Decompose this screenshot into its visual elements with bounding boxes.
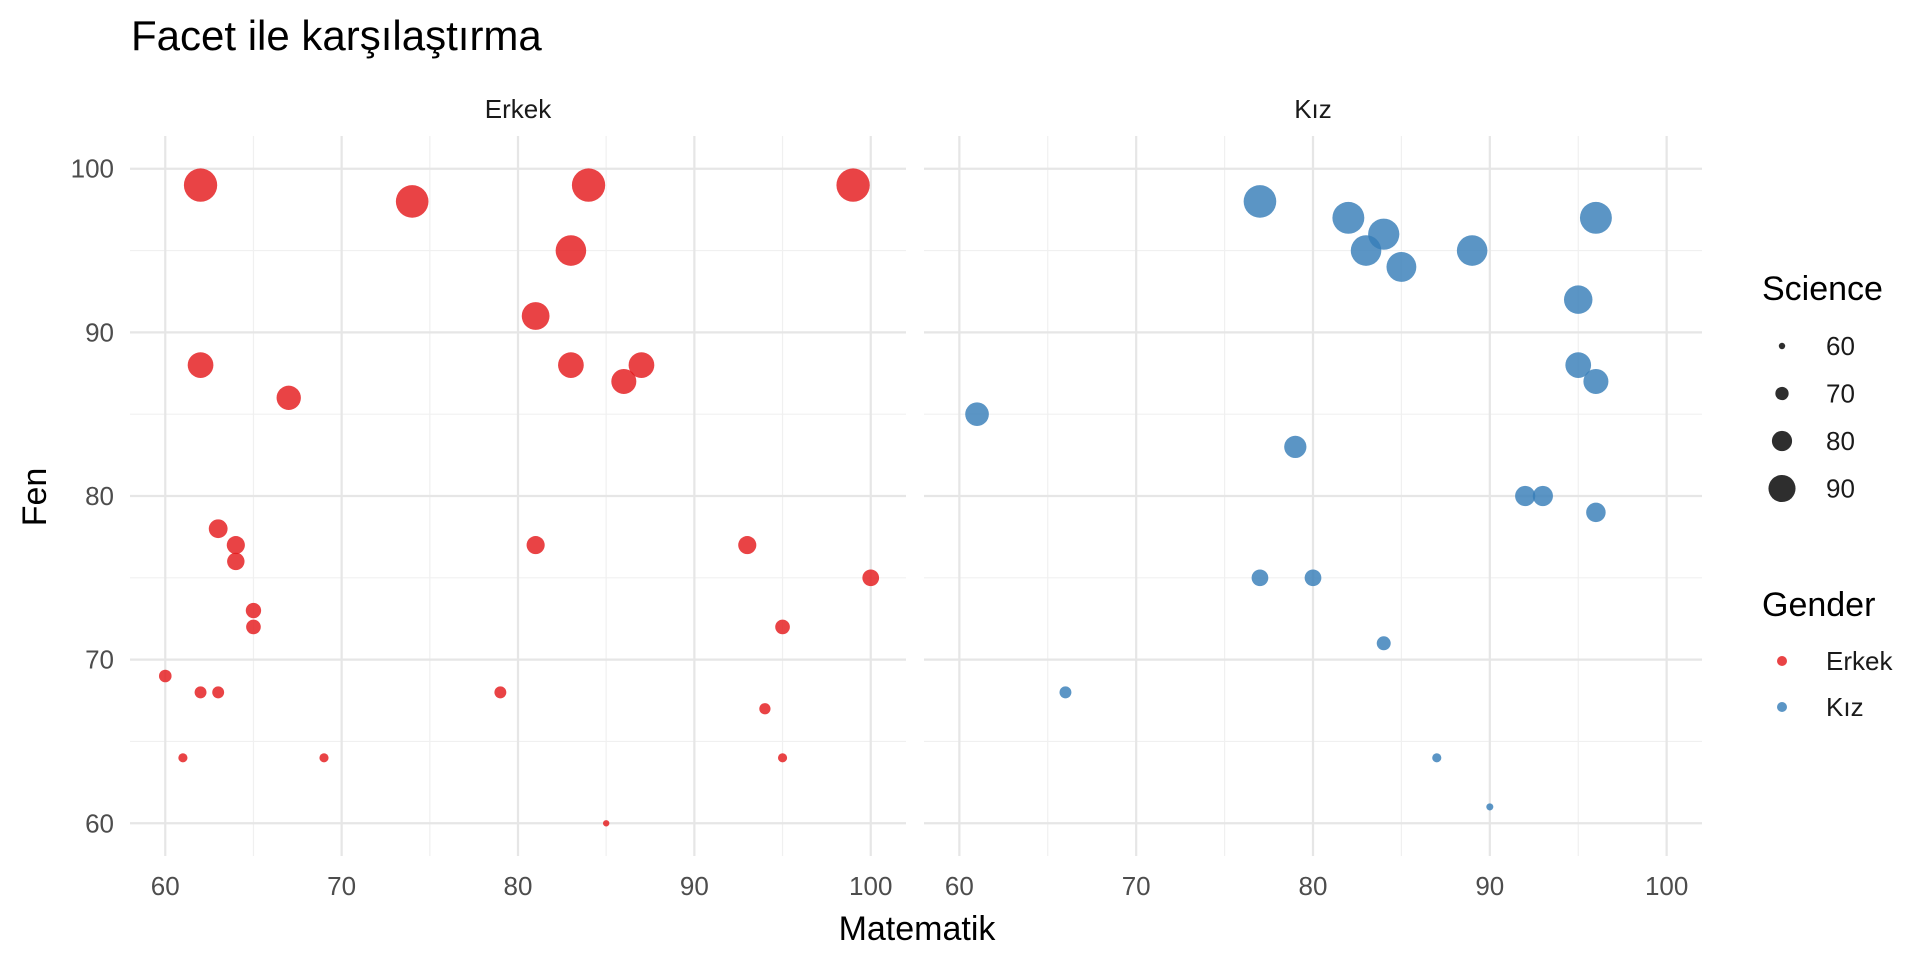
data-point: [1243, 185, 1277, 218]
size-legend-key: [1778, 342, 1786, 350]
data-point: [194, 686, 207, 699]
data-point: [862, 569, 880, 587]
data-point: [395, 185, 429, 218]
size-legend-label: 90: [1826, 474, 1855, 504]
data-point: [1432, 753, 1442, 763]
data-point: [227, 552, 245, 571]
data-point: [836, 168, 870, 202]
data-point: [775, 619, 790, 635]
color-legend-label: Erkek: [1826, 646, 1893, 676]
data-point: [777, 753, 788, 763]
x-tick-label: 70: [327, 871, 356, 901]
data-point: [208, 519, 228, 539]
facet-panel-erkek: [130, 136, 906, 856]
data-point: [1251, 569, 1269, 587]
data-point: [1515, 485, 1536, 507]
data-point: [1583, 368, 1609, 394]
x-tick-label: 90: [1475, 871, 1504, 901]
data-point: [246, 619, 261, 635]
data-point: [1284, 435, 1307, 459]
y-tick-label: 70: [85, 645, 114, 675]
color-legend: Gender Erkek Kız: [1762, 586, 1893, 722]
x-tick-label: 70: [1122, 871, 1151, 901]
size-legend-key: [1775, 386, 1789, 401]
size-legend-title: Science: [1762, 270, 1883, 308]
data-point: [558, 352, 584, 378]
data-point: [555, 235, 587, 266]
size-legend-key: [1771, 430, 1793, 452]
x-tick-label: 80: [1299, 871, 1328, 901]
data-point: [494, 686, 507, 699]
facet-strip-label: Kız: [1294, 94, 1332, 124]
data-point: [158, 669, 172, 683]
x-tick-label: 100: [849, 871, 892, 901]
size-legend-key: [1768, 474, 1796, 503]
data-point: [226, 536, 245, 555]
data-point: [1563, 285, 1593, 314]
data-point: [1376, 636, 1391, 651]
x-tick-label: 90: [680, 871, 709, 901]
facet-strip-label: Erkek: [485, 94, 552, 124]
x-tick-label: 100: [1645, 871, 1688, 901]
data-point: [245, 602, 262, 619]
chart-title: Facet ile karşılaştırma: [131, 12, 542, 59]
y-tick-label: 90: [85, 317, 114, 347]
size-legend-label: 80: [1826, 426, 1855, 456]
color-legend-key: [1777, 702, 1787, 712]
data-point: [965, 402, 989, 427]
data-point: [178, 753, 188, 763]
color-legend-title: Gender: [1762, 586, 1875, 624]
x-tick-label: 60: [151, 871, 180, 901]
data-point: [319, 753, 329, 763]
y-tick-label: 100: [71, 154, 114, 184]
color-legend-label: Kız: [1826, 692, 1864, 722]
color-legend-key: [1777, 656, 1787, 666]
data-point: [212, 686, 225, 699]
data-point: [1386, 251, 1417, 282]
data-point: [628, 352, 655, 378]
data-point: [1304, 569, 1322, 587]
x-axis-label: Matematik: [839, 910, 997, 948]
data-point: [611, 368, 637, 394]
data-point: [521, 302, 550, 330]
y-tick-label: 80: [85, 481, 114, 511]
data-point: [1350, 235, 1382, 266]
data-point: [1456, 235, 1488, 266]
facet-panel-kiz: [924, 136, 1702, 856]
data-point: [187, 352, 214, 378]
size-legend-label: 70: [1826, 379, 1855, 409]
size-legend-label: 60: [1826, 331, 1855, 361]
data-point: [1532, 485, 1553, 507]
data-point: [276, 385, 301, 410]
y-tick-label: 60: [85, 808, 114, 838]
data-point: [526, 536, 545, 555]
data-point: [1059, 686, 1072, 699]
data-point: [1332, 201, 1365, 234]
y-axis-label: Fen: [16, 468, 54, 527]
data-point: [183, 168, 218, 202]
data-point: [1565, 352, 1592, 378]
data-point: [1586, 502, 1606, 523]
data-point: [1579, 201, 1612, 234]
data-point: [738, 536, 757, 555]
x-tick-label: 60: [945, 871, 974, 901]
x-tick-label: 80: [504, 871, 533, 901]
data-point: [602, 820, 610, 827]
data-point: [759, 703, 771, 715]
size-legend: Science 60 70 80 90: [1762, 270, 1883, 504]
data-point: [571, 168, 606, 202]
data-point: [1486, 803, 1494, 811]
